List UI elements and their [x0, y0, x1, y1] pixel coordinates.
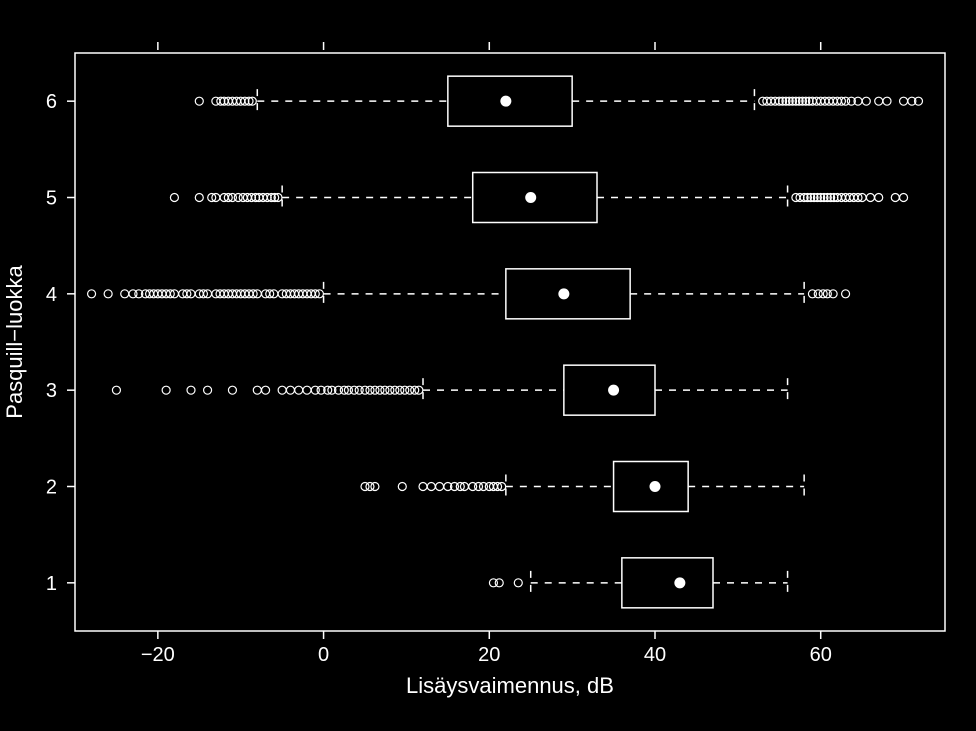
- mean-marker: [650, 481, 661, 492]
- y-tick-label: 4: [46, 284, 57, 306]
- mean-marker: [674, 577, 685, 588]
- x-tick-label: −20: [141, 644, 175, 666]
- x-tick-label: 20: [478, 644, 500, 666]
- x-axis-label: Lisäysvaimennus, dB: [406, 673, 614, 698]
- y-tick-label: 5: [46, 188, 57, 210]
- y-tick-label: 3: [46, 380, 57, 402]
- x-tick-label: 0: [318, 644, 329, 666]
- mean-marker: [558, 288, 569, 299]
- x-tick-label: 60: [810, 644, 832, 666]
- mean-marker: [608, 385, 619, 396]
- y-tick-label: 2: [46, 477, 57, 499]
- mean-marker: [500, 96, 511, 107]
- mean-marker: [525, 192, 536, 203]
- box: [622, 558, 713, 608]
- x-tick-label: 40: [644, 644, 666, 666]
- y-tick-label: 1: [46, 573, 57, 595]
- boxplot-chart: −20 0 20 40 60 Lisäysvaimennus, dB 1 2 3 4 5 6 Pasqu…: [0, 0, 976, 731]
- y-axis-label: Pasquill−luokka: [2, 264, 27, 418]
- y-tick-label: 6: [46, 91, 57, 113]
